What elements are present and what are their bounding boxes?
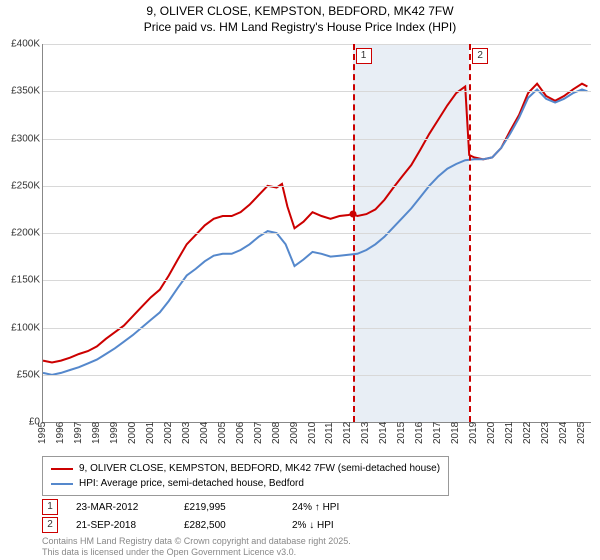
legend-row-hpi: HPI: Average price, semi-detached house,… — [51, 476, 440, 491]
x-axis-label: 2020 — [486, 422, 497, 444]
x-axis-label: 2022 — [522, 422, 533, 444]
x-axis-label: 2025 — [576, 422, 587, 444]
legend-swatch — [51, 483, 73, 485]
gridline — [43, 280, 591, 281]
y-axis-label: £350K — [0, 86, 40, 97]
chart-plot-area: 12 — [42, 44, 591, 423]
attribution: Contains HM Land Registry data © Crown c… — [42, 536, 351, 558]
x-axis-label: 2005 — [217, 422, 228, 444]
sale-guideline — [469, 44, 471, 422]
x-axis-label: 2014 — [378, 422, 389, 444]
legend-row-property: 9, OLIVER CLOSE, KEMPSTON, BEDFORD, MK42… — [51, 461, 440, 476]
x-axis-label: 2010 — [307, 422, 318, 444]
y-axis-label: £100K — [0, 322, 40, 333]
x-axis-label: 1999 — [109, 422, 120, 444]
x-axis-label: 2009 — [289, 422, 300, 444]
sale-marker: 1 — [42, 499, 58, 515]
x-axis-label: 2011 — [324, 422, 335, 444]
x-axis-label: 2002 — [163, 422, 174, 444]
x-axis-label: 2016 — [414, 422, 425, 444]
x-axis-label: 2007 — [253, 422, 264, 444]
x-axis-label: 2018 — [450, 422, 461, 444]
gridline — [43, 186, 591, 187]
sale-date: 23-MAR-2012 — [76, 502, 166, 513]
x-axis-label: 2004 — [199, 422, 210, 444]
sale-marker-on-chart: 1 — [356, 48, 372, 64]
series-property — [43, 84, 587, 363]
x-axis-label: 1997 — [73, 422, 84, 444]
sale-marker: 2 — [42, 517, 58, 533]
sale-row: 2 21-SEP-2018 £282,500 2% ↓ HPI — [42, 516, 382, 534]
y-axis-label: £150K — [0, 275, 40, 286]
legend-swatch — [51, 468, 73, 470]
x-axis-label: 2006 — [235, 422, 246, 444]
x-axis-label: 2000 — [127, 422, 138, 444]
sales-table: 1 23-MAR-2012 £219,995 24% ↑ HPI 2 21-SE… — [42, 498, 382, 534]
x-axis-label: 2017 — [432, 422, 443, 444]
x-axis-label: 2001 — [145, 422, 156, 444]
x-axis-label: 2012 — [342, 422, 353, 444]
sale-price: £282,500 — [184, 520, 274, 531]
sale-dot — [349, 211, 356, 218]
gridline — [43, 44, 591, 45]
x-axis-label: 1996 — [55, 422, 66, 444]
x-axis-label: 2024 — [558, 422, 569, 444]
x-axis-label: 2003 — [181, 422, 192, 444]
sale-delta: 2% ↓ HPI — [292, 520, 382, 531]
x-axis-label: 2019 — [468, 422, 479, 444]
title-line1: 9, OLIVER CLOSE, KEMPSTON, BEDFORD, MK42… — [0, 4, 600, 20]
gridline — [43, 139, 591, 140]
x-axis-label: 2013 — [360, 422, 371, 444]
gridline — [43, 328, 591, 329]
gridline — [43, 91, 591, 92]
gridline — [43, 375, 591, 376]
y-axis-label: £0 — [0, 417, 40, 428]
x-axis-label: 2023 — [540, 422, 551, 444]
x-axis-label: 2015 — [396, 422, 407, 444]
legend-label: 9, OLIVER CLOSE, KEMPSTON, BEDFORD, MK42… — [79, 461, 440, 476]
y-axis-label: £300K — [0, 133, 40, 144]
sale-marker-on-chart: 2 — [472, 48, 488, 64]
attribution-line2: This data is licensed under the Open Gov… — [42, 547, 351, 558]
title-line2: Price paid vs. HM Land Registry's House … — [0, 20, 600, 36]
y-axis-label: £50K — [0, 369, 40, 380]
sale-price: £219,995 — [184, 502, 274, 513]
sale-guideline — [353, 44, 355, 422]
sale-row: 1 23-MAR-2012 £219,995 24% ↑ HPI — [42, 498, 382, 516]
sale-delta: 24% ↑ HPI — [292, 502, 382, 513]
y-axis-label: £400K — [0, 39, 40, 50]
gridline — [43, 233, 591, 234]
sale-date: 21-SEP-2018 — [76, 520, 166, 531]
x-axis-label: 2021 — [504, 422, 515, 444]
legend-label: HPI: Average price, semi-detached house,… — [79, 476, 304, 491]
x-axis-label: 1995 — [37, 422, 48, 444]
x-axis-label: 2008 — [271, 422, 282, 444]
legend: 9, OLIVER CLOSE, KEMPSTON, BEDFORD, MK42… — [42, 456, 449, 496]
x-axis-label: 1998 — [91, 422, 102, 444]
y-axis-label: £250K — [0, 180, 40, 191]
attribution-line1: Contains HM Land Registry data © Crown c… — [42, 536, 351, 547]
chart-title: 9, OLIVER CLOSE, KEMPSTON, BEDFORD, MK42… — [0, 0, 600, 35]
y-axis-label: £200K — [0, 228, 40, 239]
